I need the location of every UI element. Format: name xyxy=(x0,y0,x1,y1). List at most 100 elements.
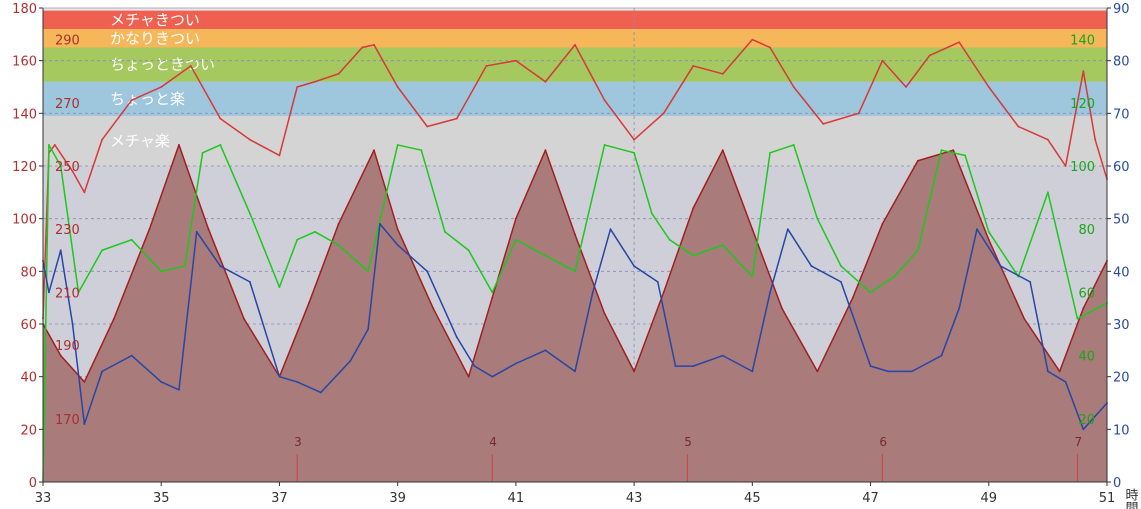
series-1-point-11 xyxy=(278,154,281,157)
grid-lines xyxy=(43,8,1107,482)
series-1-point-22 xyxy=(544,80,547,83)
series-3-point-15 xyxy=(349,359,352,362)
x-tick-35: 35 xyxy=(153,491,170,506)
zone-label-1: かなりきつい xyxy=(110,29,200,47)
series-0-point-3 xyxy=(113,317,115,320)
series-2-point-17 xyxy=(420,149,423,152)
series-0-point-5 xyxy=(178,144,180,146)
series-2-point-5 xyxy=(130,238,133,241)
series-1-point-16 xyxy=(373,43,375,46)
series-3-point-20 xyxy=(455,336,458,339)
series-2-point-34 xyxy=(840,265,842,267)
series-1-point-39 xyxy=(1017,125,1020,128)
series-0-point-6 xyxy=(207,228,210,231)
series-1-point-27 xyxy=(692,65,695,67)
series-2-point-6 xyxy=(160,270,163,273)
series-0-point-29 xyxy=(916,159,919,162)
series-3-point-32 xyxy=(721,354,724,357)
series-2-point-29 xyxy=(721,244,724,246)
series-3-point-21 xyxy=(473,365,476,368)
series-1-point-26 xyxy=(662,112,665,115)
y-left-tick-20: 20 xyxy=(20,423,37,438)
series-1-point-7 xyxy=(160,86,163,88)
y-left-tick-60: 60 xyxy=(20,318,37,333)
series-0-point-10 xyxy=(337,223,340,225)
series-3-point-9 xyxy=(195,230,198,233)
y-right-tick-20: 20 xyxy=(1113,371,1130,386)
series-1-point-18 xyxy=(426,125,429,128)
series-3-point-19 xyxy=(426,270,429,273)
series-3-point-30 xyxy=(674,365,677,368)
series-2-point-1 xyxy=(48,144,50,146)
series-3-point-42 xyxy=(958,307,961,310)
series-3-point-28 xyxy=(633,265,636,267)
series-1-point-29 xyxy=(751,38,754,41)
series-2-point-28 xyxy=(692,254,695,257)
series-3-point-35 xyxy=(786,228,789,231)
series-0-point-7 xyxy=(243,317,245,320)
series-1-point-4 xyxy=(83,191,86,194)
series-0-point-1 xyxy=(59,354,62,357)
inner-left-tick-290: 290 xyxy=(55,34,80,49)
x-tick-39: 39 xyxy=(389,491,406,506)
x-tick-43: 43 xyxy=(626,491,643,506)
x-tick-45: 45 xyxy=(744,491,761,506)
series-line-3 xyxy=(42,223,1108,431)
series-3-point-18 xyxy=(396,244,399,246)
zone-band-1 xyxy=(43,29,1107,48)
series-2-point-22 xyxy=(544,254,547,257)
series-area-0 xyxy=(43,144,1107,482)
series-2-point-16 xyxy=(396,144,399,146)
y-left-tick-0: 0 xyxy=(29,476,37,491)
series-0-point-18 xyxy=(574,233,576,236)
series-0-point-20 xyxy=(633,370,636,373)
series-2-point-33 xyxy=(816,217,819,220)
series-2-point-21 xyxy=(514,238,517,241)
series-2-point-19 xyxy=(467,249,470,252)
series-2-point-27 xyxy=(668,238,671,241)
series-1-point-10 xyxy=(248,138,251,141)
series-1-point-41 xyxy=(1064,165,1067,167)
series-3-point-2 xyxy=(59,249,62,252)
series-2-point-11 xyxy=(278,286,281,289)
series-3-point-43 xyxy=(976,228,978,231)
inner-right-tick-40: 40 xyxy=(1078,350,1095,365)
y-right-tick-0: 0 xyxy=(1113,476,1121,491)
x-tick-47: 47 xyxy=(862,491,879,506)
series-3-point-8 xyxy=(178,388,180,391)
series-3-point-48 xyxy=(1082,428,1085,431)
series-2-point-35 xyxy=(869,291,872,294)
series-3-point-36 xyxy=(810,265,813,267)
lap-markers: 3 4 5 6 7 xyxy=(294,435,1082,482)
series-2-point-38 xyxy=(940,149,943,152)
series-1-point-43 xyxy=(1094,138,1097,141)
series-1-point-9 xyxy=(219,117,222,120)
series-0-point-16 xyxy=(514,217,517,220)
series-1-point-6 xyxy=(130,99,133,102)
inner-scales: 170 190 210 230 250 270 290 20 40 60 80 100 120 140 xyxy=(55,34,1095,428)
series-2-point-42 xyxy=(1046,191,1049,194)
series-2-point-10 xyxy=(248,212,251,215)
series-1-point-25 xyxy=(633,138,636,141)
series-3-point-45 xyxy=(1029,280,1032,283)
series-3-point-41 xyxy=(940,354,943,357)
series-0-point-13 xyxy=(432,307,435,310)
lap-label-6: 6 xyxy=(879,435,887,449)
series-3-point-13 xyxy=(296,381,299,383)
series-1-point-14 xyxy=(337,72,340,75)
series-3-point-4 xyxy=(83,423,86,425)
y-left-tick-120: 120 xyxy=(12,160,37,175)
series-2-point-7 xyxy=(183,265,186,267)
series-3-point-34 xyxy=(769,291,771,294)
inner-right-tick-100: 100 xyxy=(1070,160,1095,175)
series-2-point-32 xyxy=(792,144,795,146)
series-1-point-38 xyxy=(987,86,990,88)
series-2-point-15 xyxy=(367,270,370,273)
series-2-point-40 xyxy=(987,230,990,233)
series-1-point-24 xyxy=(603,99,606,102)
y-right-tick-60: 60 xyxy=(1113,160,1130,175)
series-1-point-5 xyxy=(101,138,104,141)
series-1-point-36 xyxy=(928,54,931,57)
series-2-point-3 xyxy=(77,291,80,294)
